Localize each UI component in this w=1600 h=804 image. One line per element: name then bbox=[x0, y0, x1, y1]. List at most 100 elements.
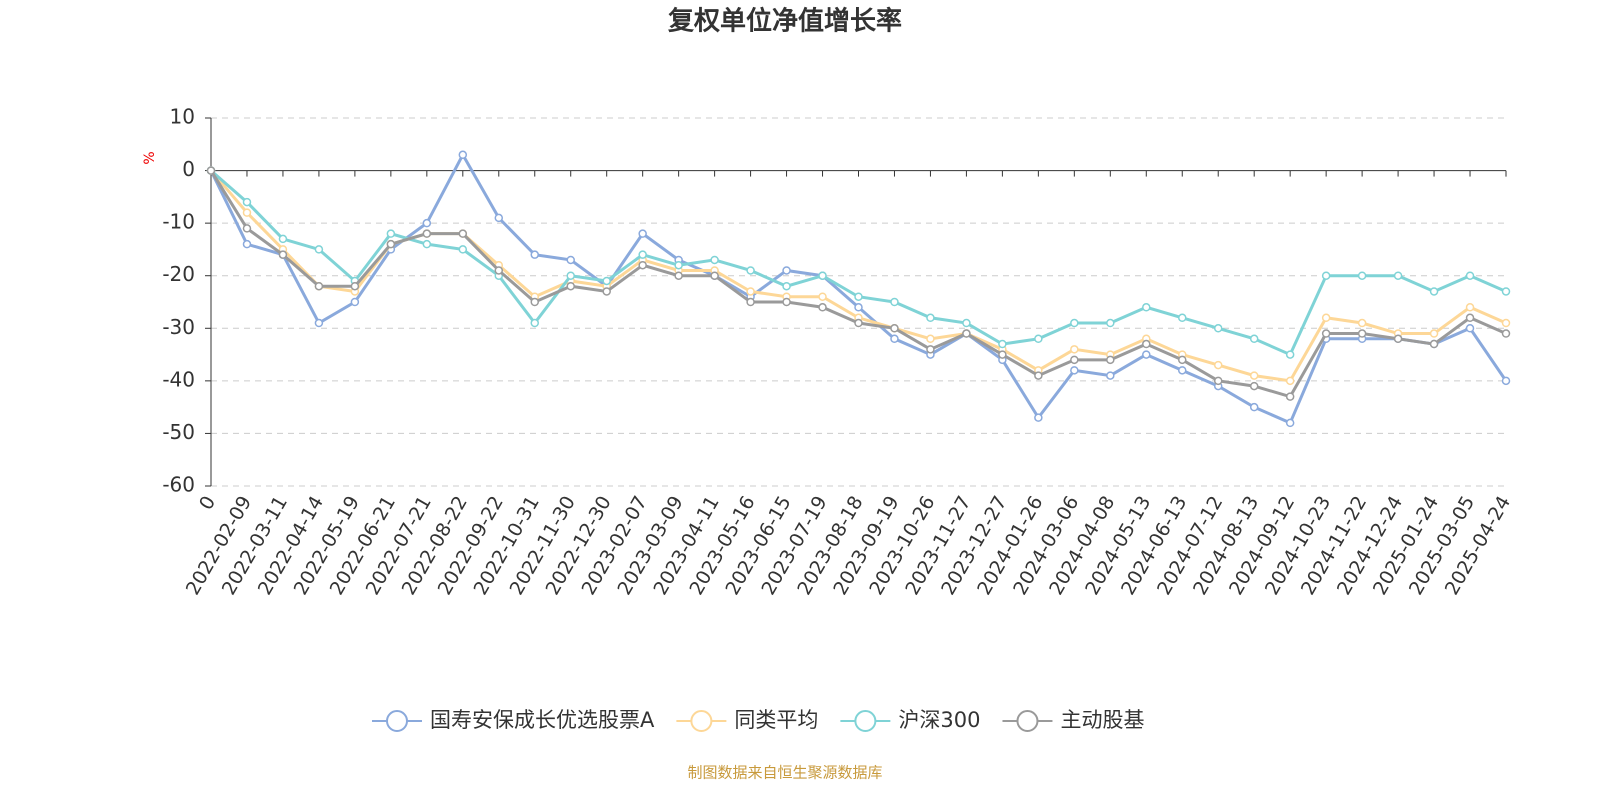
data-point bbox=[530, 297, 539, 307]
data-point bbox=[638, 250, 647, 259]
series-line bbox=[209, 169, 1507, 399]
data-point bbox=[1465, 303, 1475, 312]
data-point bbox=[962, 329, 971, 338]
data-point bbox=[1429, 339, 1439, 349]
data-point bbox=[998, 339, 1007, 349]
data-point bbox=[782, 281, 791, 291]
data-point bbox=[1321, 271, 1331, 280]
data-point bbox=[1501, 318, 1511, 328]
data-point bbox=[494, 266, 504, 275]
data-point bbox=[314, 281, 324, 291]
data-point bbox=[1285, 418, 1295, 428]
source-note: 制图数据来自恒生聚源数据库 bbox=[687, 764, 882, 782]
data-point bbox=[566, 271, 575, 280]
data-point bbox=[1249, 402, 1259, 412]
data-point bbox=[458, 150, 468, 160]
data-point bbox=[1249, 371, 1259, 380]
data-point bbox=[386, 229, 396, 238]
data-point bbox=[314, 245, 324, 254]
data-point bbox=[1465, 271, 1475, 280]
data-point bbox=[1285, 350, 1295, 359]
data-point bbox=[278, 250, 288, 259]
data-point bbox=[1106, 318, 1115, 328]
data-point bbox=[602, 276, 611, 286]
data-point bbox=[458, 245, 468, 254]
data-point bbox=[1213, 360, 1223, 370]
data-point bbox=[1178, 355, 1187, 365]
y-tick-label: -30 bbox=[162, 315, 195, 339]
legend-marker bbox=[854, 710, 877, 732]
legend-marker bbox=[690, 710, 713, 732]
data-point bbox=[1357, 318, 1367, 328]
legend-item: 主动股基 bbox=[1002, 708, 1144, 732]
data-point bbox=[674, 271, 683, 280]
data-point bbox=[1070, 355, 1079, 365]
data-point bbox=[1106, 355, 1115, 365]
legend-label: 主动股基 bbox=[1060, 708, 1144, 732]
legend: 国寿安保成长优选股票A 同类平均 沪深300 主动股基 bbox=[372, 708, 1144, 732]
data-point bbox=[422, 239, 432, 249]
data-point bbox=[890, 324, 899, 333]
data-point bbox=[710, 255, 719, 265]
data-point bbox=[1393, 271, 1403, 280]
data-point bbox=[854, 292, 863, 301]
data-point bbox=[890, 334, 899, 344]
data-point bbox=[1142, 303, 1151, 312]
data-point bbox=[278, 234, 288, 244]
data-point bbox=[458, 229, 468, 238]
data-point bbox=[1321, 313, 1331, 323]
y-tick-label: -50 bbox=[162, 420, 195, 444]
data-point bbox=[386, 239, 396, 249]
data-point bbox=[566, 281, 575, 291]
data-point bbox=[1178, 313, 1187, 323]
y-tick-label: -10 bbox=[162, 210, 195, 234]
data-point bbox=[818, 292, 827, 301]
data-point bbox=[422, 229, 432, 238]
data-point bbox=[674, 260, 683, 270]
y-tick-label: -60 bbox=[162, 473, 195, 497]
data-point bbox=[1249, 334, 1259, 344]
data-point bbox=[1393, 334, 1403, 344]
data-point bbox=[818, 271, 827, 280]
data-point bbox=[350, 297, 360, 307]
data-point bbox=[818, 303, 827, 312]
legend-marker bbox=[1016, 710, 1039, 732]
data-point bbox=[782, 266, 791, 275]
legend-label: 同类平均 bbox=[734, 708, 818, 732]
data-point bbox=[314, 318, 324, 328]
data-point bbox=[206, 166, 216, 175]
data-point bbox=[854, 303, 863, 312]
legend-marker bbox=[386, 710, 408, 732]
data-point bbox=[890, 297, 899, 307]
data-point bbox=[1142, 339, 1151, 349]
data-point bbox=[962, 318, 971, 328]
data-point bbox=[710, 271, 719, 280]
legend-item: 沪深300 bbox=[840, 708, 980, 732]
data-point bbox=[242, 239, 252, 249]
y-tick-label: -40 bbox=[162, 367, 195, 391]
data-point bbox=[1285, 376, 1295, 386]
data-point bbox=[1070, 345, 1079, 354]
data-point bbox=[998, 350, 1007, 359]
data-point bbox=[746, 287, 755, 296]
data-point bbox=[350, 281, 360, 291]
legend-item: 国寿安保成长优选股票A bbox=[372, 708, 655, 732]
data-point bbox=[854, 318, 863, 328]
series-line bbox=[209, 151, 1508, 425]
data-point bbox=[566, 255, 575, 265]
data-point bbox=[1178, 366, 1187, 375]
data-point bbox=[1142, 350, 1151, 359]
data-point bbox=[1070, 318, 1079, 328]
data-point bbox=[602, 287, 611, 296]
data-point bbox=[1034, 371, 1043, 380]
data-point bbox=[1357, 329, 1367, 338]
data-point bbox=[1249, 381, 1259, 391]
data-point bbox=[1429, 287, 1439, 296]
data-point bbox=[1465, 313, 1475, 323]
data-point bbox=[1070, 366, 1079, 375]
data-point bbox=[1034, 334, 1043, 344]
data-point bbox=[1034, 413, 1043, 422]
data-point bbox=[422, 218, 432, 228]
data-point bbox=[1321, 329, 1331, 338]
